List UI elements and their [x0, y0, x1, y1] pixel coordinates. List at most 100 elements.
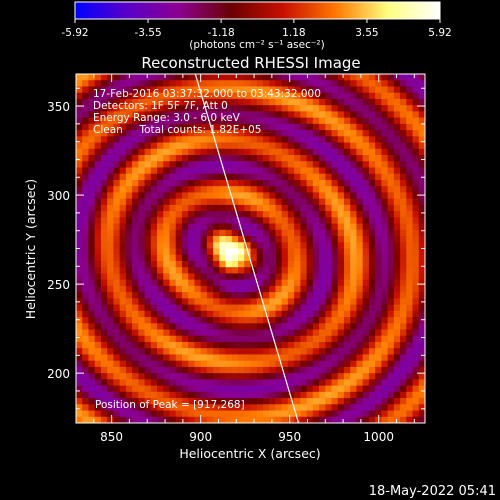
heatmap-cell [244, 366, 251, 374]
heatmap-cell [300, 98, 307, 106]
heatmap-cell [343, 123, 351, 131]
heatmap-cell [175, 304, 183, 312]
heatmap-cell [113, 105, 121, 112]
heatmap-cell [119, 391, 127, 399]
heatmap-cell [94, 92, 102, 100]
heatmap-cell [325, 105, 332, 112]
heatmap-cell [325, 398, 332, 405]
heatmap-cell [306, 254, 314, 262]
heatmap-cell [306, 117, 314, 125]
heatmap-cell [368, 323, 376, 330]
heatmap-cell [337, 348, 345, 355]
heatmap-cell [256, 404, 264, 411]
heatmap-cell [325, 229, 332, 237]
heatmap-cell [368, 161, 376, 168]
heatmap-cell [250, 217, 258, 224]
heatmap-cell [82, 404, 89, 411]
heatmap-cell [275, 198, 283, 206]
heatmap-cell [169, 192, 177, 200]
heatmap-cell [163, 148, 170, 156]
heatmap-cell [306, 354, 314, 362]
heatmap-cell [88, 167, 96, 175]
heatmap-cell [331, 105, 339, 112]
heatmap-cell [269, 130, 276, 137]
heatmap-cell [256, 329, 264, 337]
heatmap-cell [400, 142, 407, 150]
heatmap-cell [368, 416, 376, 423]
heatmap-cell [250, 186, 258, 193]
heatmap-cell [244, 204, 251, 212]
heatmap-cell [375, 105, 382, 112]
heatmap-cell [138, 236, 145, 243]
heatmap-cell [213, 167, 220, 175]
heatmap-cell [350, 179, 357, 187]
heatmap-cell [256, 323, 264, 330]
heatmap-cell [88, 179, 96, 187]
heatmap-cell [406, 304, 413, 312]
heatmap-cell [294, 304, 301, 312]
heatmap-cell [312, 398, 320, 405]
colorbar-ticks: -5.92 -3.55 -1.18 1.18 3.55 5.92 [61, 19, 452, 39]
heatmap-cell [125, 398, 133, 405]
heatmap-cell [125, 379, 133, 387]
heatmap-cell [300, 236, 307, 243]
heatmap-cell [119, 267, 127, 274]
heatmap-cell [181, 223, 189, 231]
heatmap-cell [76, 192, 83, 200]
heatmap-cell [119, 329, 127, 337]
heatmap-cell [381, 379, 389, 387]
heatmap-cell [269, 80, 276, 87]
heatmap-cell [368, 410, 376, 418]
heatmap-cell [362, 92, 370, 100]
heatmap-cell [312, 211, 320, 218]
heatmap-cell [200, 198, 208, 206]
heatmap-cell [262, 92, 270, 100]
heatmap-cell [356, 167, 364, 175]
heatmap-cell [244, 410, 251, 418]
heatmap-cell [256, 373, 264, 380]
heatmap-cell [94, 229, 102, 237]
heatmap-cell [231, 341, 239, 349]
heatmap-cell [219, 298, 226, 305]
heatmap-cell [306, 167, 314, 175]
heatmap-cell [175, 98, 183, 106]
heatmap-cell [412, 192, 420, 200]
heatmap-cell [256, 136, 264, 143]
heatmap-cell [150, 148, 158, 156]
heatmap-cell [368, 292, 376, 299]
heatmap-cell [219, 348, 226, 355]
heatmap-cell [294, 98, 301, 106]
heatmap-cell [119, 204, 127, 212]
heatmap-cell [150, 179, 158, 187]
heatmap-cell [418, 167, 425, 175]
heatmap-cell [113, 348, 121, 355]
heatmap-cell [144, 260, 152, 268]
heatmap-cell [331, 304, 339, 312]
heatmap-cell [163, 167, 170, 175]
heatmap-cell [287, 285, 295, 293]
x-axis: 850 900 950 1000 [75, 74, 415, 444]
heatmap-cell [294, 323, 301, 330]
heatmap-cell [213, 136, 220, 143]
heatmap-cell [76, 111, 83, 119]
heatmap-cell [119, 136, 127, 143]
heatmap-cell [275, 123, 283, 131]
heatmap-cell [225, 117, 233, 125]
heatmap-cell [157, 161, 164, 168]
heatmap-cell [125, 136, 133, 143]
heatmap-cell [244, 223, 251, 231]
heatmap-cell [312, 105, 320, 112]
x-tick-label: 850 [100, 430, 123, 444]
heatmap-cell [381, 304, 389, 312]
heatmap-cell [144, 248, 152, 256]
heatmap-cell [356, 123, 364, 131]
heatmap-cell [82, 198, 89, 206]
heatmap-cell [119, 173, 127, 181]
heatmap-cell [319, 404, 326, 411]
heatmap-cell [375, 123, 382, 131]
heatmap-cell [181, 155, 189, 162]
heatmap-cell [337, 310, 345, 318]
heatmap-cell [287, 192, 295, 200]
heatmap-cell [262, 148, 270, 156]
heatmap-cell [163, 260, 170, 268]
